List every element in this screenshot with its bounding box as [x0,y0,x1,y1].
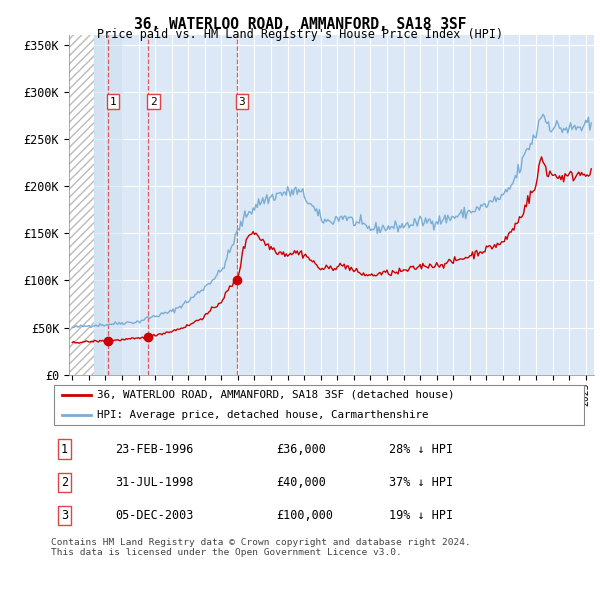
Text: 28% ↓ HPI: 28% ↓ HPI [389,442,454,456]
Text: 36, WATERLOO ROAD, AMMANFORD, SA18 3SF: 36, WATERLOO ROAD, AMMANFORD, SA18 3SF [134,17,466,31]
Text: £100,000: £100,000 [277,509,334,522]
Text: 31-JUL-1998: 31-JUL-1998 [115,476,194,489]
Bar [94,35,122,375]
Text: 05-DEC-2003: 05-DEC-2003 [115,509,194,522]
Text: 2: 2 [61,476,68,489]
Text: 3: 3 [239,97,245,107]
Text: Contains HM Land Registry data © Crown copyright and database right 2024.
This d: Contains HM Land Registry data © Crown c… [51,538,471,558]
FancyBboxPatch shape [53,385,584,425]
Text: £40,000: £40,000 [277,476,326,489]
Text: 3: 3 [61,509,68,522]
Text: HPI: Average price, detached house, Carmarthenshire: HPI: Average price, detached house, Carm… [97,409,428,419]
Text: £36,000: £36,000 [277,442,326,456]
Text: 1: 1 [61,442,68,456]
Text: 37% ↓ HPI: 37% ↓ HPI [389,476,454,489]
Text: 2: 2 [150,97,157,107]
Text: 23-FEB-1996: 23-FEB-1996 [115,442,194,456]
Text: 19% ↓ HPI: 19% ↓ HPI [389,509,454,522]
Text: Price paid vs. HM Land Registry's House Price Index (HPI): Price paid vs. HM Land Registry's House … [97,28,503,41]
Text: 1: 1 [110,97,116,107]
Text: 36, WATERLOO ROAD, AMMANFORD, SA18 3SF (detached house): 36, WATERLOO ROAD, AMMANFORD, SA18 3SF (… [97,390,454,400]
